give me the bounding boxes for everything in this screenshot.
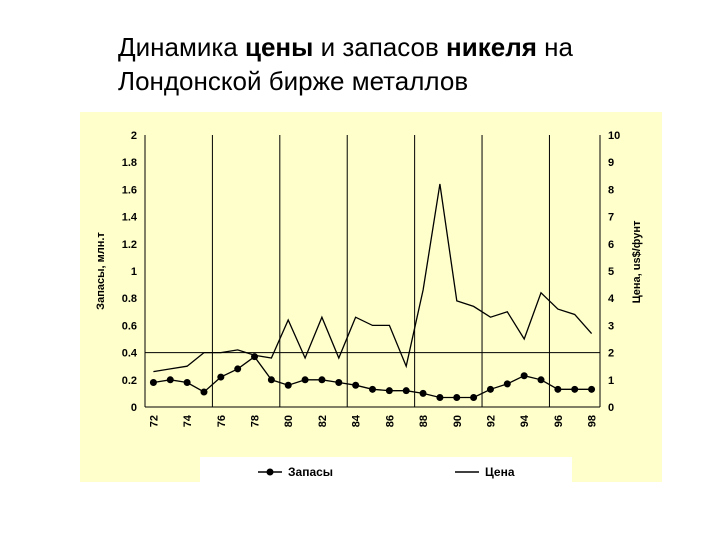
title-part-4: на — [536, 32, 573, 62]
data-point — [453, 393, 461, 401]
data-point — [537, 376, 545, 384]
left-tick-label: 1.8 — [122, 157, 137, 169]
data-point — [284, 381, 292, 389]
data-point — [385, 387, 393, 395]
data-point — [554, 385, 562, 393]
data-point — [520, 372, 528, 380]
data-point — [588, 385, 596, 393]
x-tick-label: 90 — [452, 415, 464, 427]
data-point — [318, 376, 326, 384]
left-tick-label: 0.6 — [122, 320, 137, 332]
data-point — [217, 373, 225, 381]
right-tick-label: 3 — [608, 320, 614, 332]
right-tick-label: 6 — [608, 239, 614, 251]
x-tick-label: 76 — [216, 415, 228, 427]
legend-marker — [266, 468, 274, 476]
data-point — [166, 376, 174, 384]
data-point — [335, 379, 343, 387]
data-point — [402, 387, 410, 395]
right-axis-ticks: 0 1 2 3 4 5 6 7 8 9 10 — [608, 130, 620, 414]
x-tick-label: 80 — [283, 415, 295, 427]
right-tick-label: 4 — [608, 293, 615, 305]
x-axis-ticks: 72 74 76 78 80 82 84 86 88 90 92 94 96 98 — [148, 414, 598, 427]
data-point — [234, 365, 242, 373]
right-axis-title: Цена, us$/фунт — [631, 220, 643, 303]
x-tick-label: 86 — [384, 415, 396, 427]
left-tick-label: 0.8 — [122, 293, 137, 305]
data-point — [436, 393, 444, 401]
legend-label: Цена — [485, 465, 515, 479]
left-tick-label: 2 — [131, 130, 137, 142]
data-point — [470, 393, 478, 401]
data-point — [352, 381, 360, 389]
x-tick-label: 88 — [418, 415, 430, 427]
x-tick-label: 82 — [317, 415, 329, 427]
right-tick-label: 1 — [608, 375, 614, 387]
title-part-2: и запасов — [313, 32, 447, 62]
right-tick-label: 7 — [608, 212, 614, 224]
right-tick-label: 2 — [608, 348, 614, 360]
left-axis-title: Запасы, млн.т — [95, 232, 107, 310]
legend-label: Запасы — [288, 465, 333, 479]
title-part-0: Динамика — [118, 32, 245, 62]
data-point — [419, 389, 427, 397]
left-tick-label: 1.2 — [122, 239, 137, 251]
right-tick-label: 8 — [608, 184, 614, 196]
legend-background — [200, 457, 572, 487]
left-tick-label: 1 — [131, 266, 137, 278]
slide-title: Динамика цены и запасов никеля на Лондонс… — [118, 30, 678, 98]
x-tick-label: 96 — [553, 415, 565, 427]
chart-background — [80, 112, 662, 482]
left-tick-label: 0 — [131, 402, 137, 414]
title-part-5-1: Лондонской бирже металлов — [118, 66, 469, 96]
data-point — [571, 385, 579, 393]
data-point — [267, 376, 275, 384]
series-line-Цена — [153, 183, 593, 373]
left-tick-label: 0.4 — [122, 348, 138, 360]
right-tick-label: 0 — [608, 402, 614, 414]
right-tick-label: 5 — [608, 266, 614, 278]
x-tick-label: 78 — [250, 415, 262, 427]
data-point — [369, 385, 376, 393]
series — [149, 183, 596, 401]
x-tick-label: 92 — [485, 415, 497, 427]
left-axis-ticks: 0 0.2 0.4 0.6 0.8 1 1.2 1.4 1.6 1.8 2 — [122, 130, 138, 414]
data-point — [503, 380, 511, 388]
title-part-3: никеля — [446, 32, 537, 62]
data-point — [183, 379, 191, 387]
right-tick-label: 10 — [608, 130, 620, 142]
x-tick-label: 72 — [148, 415, 160, 427]
x-tick-label: 94 — [519, 414, 531, 427]
legend: Запасы Цена — [200, 457, 572, 487]
right-tick-label: 9 — [608, 157, 614, 169]
data-point — [149, 379, 157, 387]
left-tick-label: 0.2 — [122, 375, 137, 387]
data-point — [200, 388, 208, 396]
data-point — [301, 376, 309, 384]
x-tick-label: 84 — [351, 414, 363, 427]
x-tick-label: 98 — [587, 415, 599, 427]
left-tick-label: 1.6 — [122, 184, 137, 196]
grid — [144, 135, 601, 408]
data-point — [486, 385, 494, 393]
x-tick-label: 74 — [182, 414, 194, 427]
title-part-1: цены — [244, 32, 314, 62]
left-tick-label: 1.4 — [122, 212, 138, 224]
